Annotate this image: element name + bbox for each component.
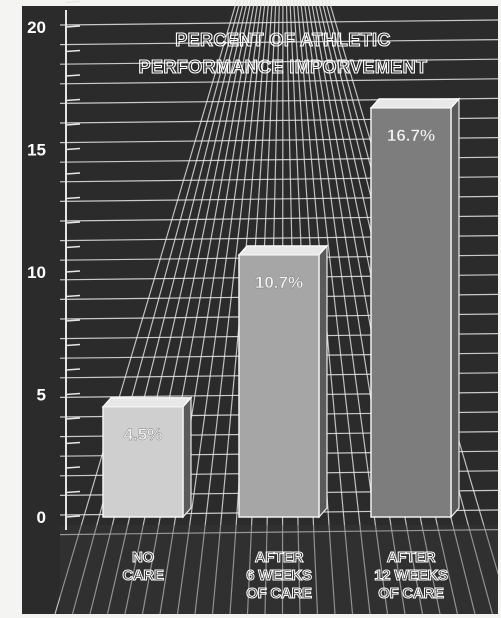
grid-line-radial bbox=[54, 0, 238, 615]
y-tick-label: 0 bbox=[37, 508, 46, 527]
y-tick bbox=[65, 0, 81, 4]
bars: 4.5% 10.7% 16.7% bbox=[101, 97, 461, 519]
floor-plane bbox=[60, 525, 498, 614]
grid-line-radial bbox=[211, 0, 270, 615]
x-tick-label: 12 WEEKS bbox=[374, 567, 448, 584]
y-tick-label: 10 bbox=[27, 263, 46, 282]
bar-top bbox=[369, 98, 461, 109]
y-tick bbox=[65, 123, 81, 126]
y-tick bbox=[65, 319, 81, 322]
y-axis: 0 5 10 15 20 bbox=[27, 0, 81, 530]
y-tick bbox=[65, 343, 81, 347]
y-tick bbox=[65, 294, 81, 298]
y-tick bbox=[65, 98, 81, 102]
y-tick bbox=[65, 368, 81, 371]
y-tick bbox=[65, 74, 81, 77]
x-tick-label: AFTER bbox=[387, 549, 436, 566]
chart-title: PERCENT OF ATHLETIC PERFORMANCE IMPORVEME… bbox=[138, 29, 428, 77]
x-tick-label: OF CARE bbox=[378, 585, 444, 602]
grid-line-horizontal bbox=[59, 39, 499, 46]
bar-group: 16.7% bbox=[369, 97, 461, 519]
bar-side bbox=[450, 97, 460, 519]
bar-side bbox=[182, 396, 192, 519]
grid-line-radial bbox=[299, 0, 371, 615]
bar-value-label: 16.7% bbox=[387, 126, 435, 145]
y-tick bbox=[65, 392, 81, 396]
chart-title-line: PERFORMANCE IMPORVEMENT bbox=[139, 57, 428, 77]
x-tick-label: 6 WEEKS bbox=[246, 567, 312, 584]
bar-top bbox=[101, 397, 193, 408]
bar bbox=[370, 107, 452, 518]
y-tick bbox=[65, 490, 81, 494]
grid-line-radial bbox=[296, 0, 354, 615]
y-tick-label: 5 bbox=[37, 386, 46, 405]
bar-group: 10.7% bbox=[237, 244, 329, 519]
bar-group: 4.5% bbox=[101, 396, 193, 519]
x-tick-label: AFTER bbox=[255, 549, 304, 566]
y-tick-label: 20 bbox=[27, 18, 46, 37]
bar bbox=[238, 254, 320, 518]
x-tick-label: CARE bbox=[122, 567, 164, 584]
bar-side bbox=[318, 244, 328, 519]
bar-value-label: 10.7% bbox=[255, 273, 303, 292]
grid-line-horizontal bbox=[59, 78, 499, 85]
y-tick bbox=[65, 49, 81, 53]
y-tick-label: 15 bbox=[27, 141, 46, 160]
y-tick bbox=[65, 245, 81, 249]
y-tick bbox=[65, 221, 81, 224]
y-tick bbox=[65, 270, 81, 273]
grid-line-radial bbox=[194, 0, 266, 615]
y-tick bbox=[65, 196, 81, 200]
bar bbox=[102, 406, 184, 518]
y-tick bbox=[65, 172, 81, 175]
x-tick-label: NO bbox=[132, 549, 155, 566]
y-tick bbox=[65, 466, 81, 469]
y-tick bbox=[65, 441, 81, 445]
x-tick-label: OF CARE bbox=[246, 585, 312, 602]
y-tick bbox=[65, 515, 81, 518]
y-tick bbox=[65, 417, 81, 420]
chart-title-line: PERCENT OF ATHLETIC bbox=[175, 30, 391, 50]
grid-line-horizontal bbox=[59, 529, 499, 536]
grid-line-radial bbox=[176, 0, 263, 615]
bar-top bbox=[237, 245, 329, 256]
y-tick bbox=[65, 25, 81, 28]
grid-line-horizontal bbox=[59, 58, 499, 65]
bar-value-label: 4.5% bbox=[124, 425, 163, 444]
y-tick bbox=[65, 147, 81, 151]
